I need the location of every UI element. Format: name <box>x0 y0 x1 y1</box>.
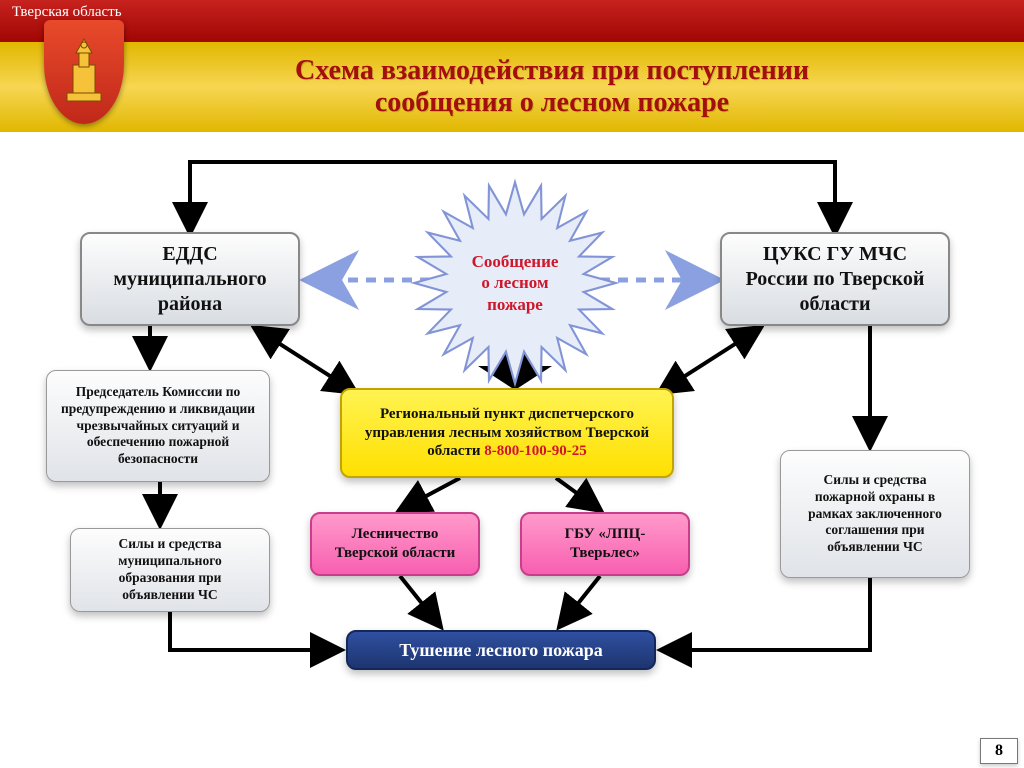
page-number: 8 <box>980 738 1018 764</box>
node-sily-mo: Силы и средства муниципального образован… <box>70 528 270 612</box>
page-title: Схема взаимодействия при поступлении соо… <box>175 55 849 119</box>
edds-l3: района <box>158 293 222 315</box>
edds-l1: ЕДДС <box>162 243 217 265</box>
sily-mo-text: Силы и средства муниципального образован… <box>83 536 257 604</box>
lesnichestvo-text: Лесничество Тверской области <box>324 525 466 563</box>
node-edds: ЕДДС муниципального района <box>80 232 300 326</box>
node-cuks: ЦУКС ГУ МЧС России по Тверской области <box>720 232 950 326</box>
predsedatel-text: Председатель Комиссии по предупреждению … <box>59 384 257 468</box>
cuks-l3: области <box>800 293 871 315</box>
node-gbu: ГБУ «ЛПЦ-Тверьлес» <box>520 512 690 576</box>
region-label: Тверская область <box>12 4 122 20</box>
regional-phone: 8-800-100-90-25 <box>484 443 586 459</box>
starburst-node: Сообщение о лесном пожаре <box>410 178 620 388</box>
header-gold-bar: Схема взаимодействия при поступлении соо… <box>0 42 1024 132</box>
starburst-text: Сообщение о лесном пожаре <box>435 251 595 315</box>
starburst-l2: о лесном <box>481 273 548 292</box>
title-line-2: сообщения о лесном пожаре <box>375 87 729 118</box>
node-regional: Региональный пункт диспетчерского управл… <box>340 388 674 478</box>
sily-pozh-text: Силы и средства пожарной охраны в рамках… <box>793 472 957 556</box>
edds-l2: муниципального <box>113 268 266 290</box>
gbu-text: ГБУ «ЛПЦ-Тверьлес» <box>534 525 676 563</box>
page-number-value: 8 <box>995 742 1003 760</box>
title-line-1: Схема взаимодействия при поступлении <box>295 55 809 86</box>
header-red-bar: Тверская область <box>0 0 1024 42</box>
starburst-l3: пожаре <box>487 295 543 314</box>
node-lesnichestvo: Лесничество Тверской области <box>310 512 480 576</box>
final-text: Тушение лесного пожара <box>399 639 602 662</box>
cuks-l1: ЦУКС ГУ МЧС <box>763 243 907 265</box>
diagram-canvas: Сообщение о лесном пожаре ЕДДС муниципал… <box>0 132 1024 768</box>
cuks-l2: России по Тверской <box>746 268 925 290</box>
starburst-l1: Сообщение <box>472 252 559 271</box>
node-sily-pozh: Силы и средства пожарной охраны в рамках… <box>780 450 970 578</box>
node-predsedatel: Председатель Комиссии по предупреждению … <box>46 370 270 482</box>
node-final: Тушение лесного пожара <box>346 630 656 670</box>
